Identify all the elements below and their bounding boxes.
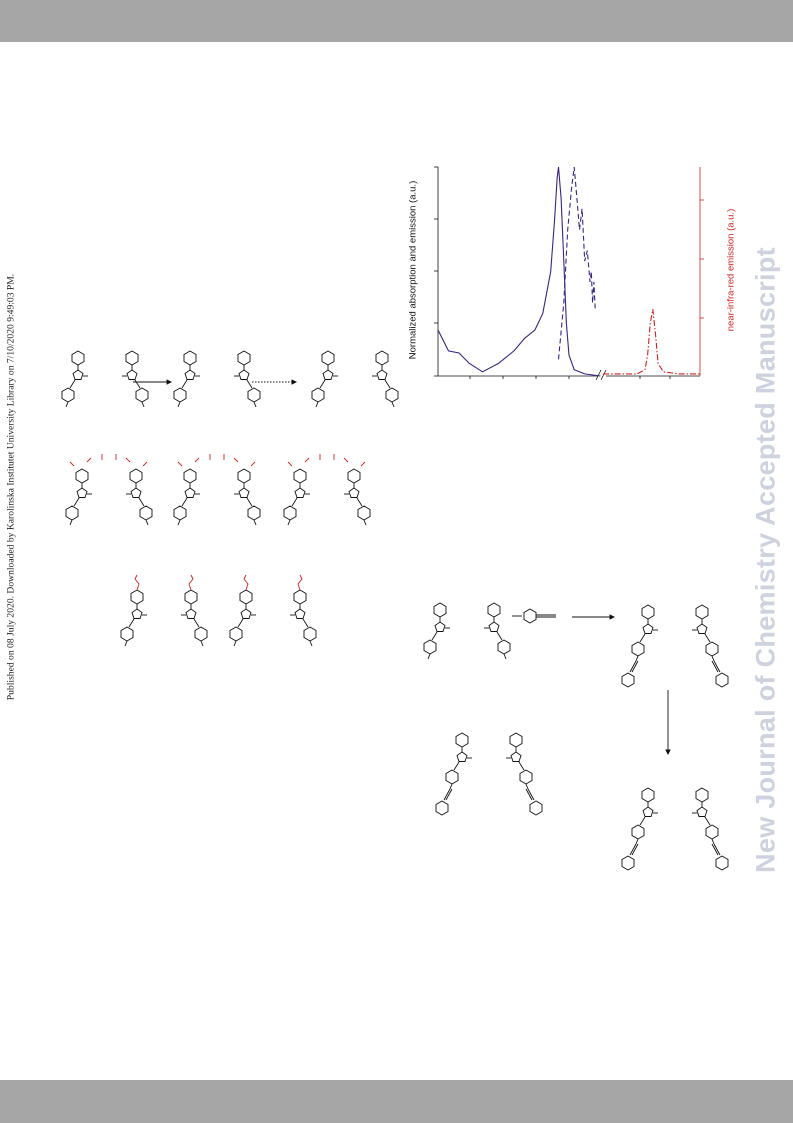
structure-start <box>424 603 510 659</box>
arrow-head <box>609 614 616 620</box>
series-line-1 <box>437 166 601 377</box>
structure-coupled <box>622 605 728 687</box>
axis-break-mark-1 <box>595 369 602 381</box>
structure-final-left <box>436 733 542 815</box>
arrow-head <box>291 379 298 385</box>
structure-red-5 <box>230 575 316 646</box>
arrow-head <box>166 379 173 385</box>
structure-red-4 <box>121 575 207 646</box>
chart-axes <box>434 166 700 381</box>
arrow-head <box>665 749 671 756</box>
structure-red-2 <box>174 454 260 525</box>
page-footer-bar <box>0 1080 793 1123</box>
axis-break-mark-2 <box>600 369 607 381</box>
structure-final-right <box>622 788 728 870</box>
series-line-2 <box>557 166 596 360</box>
alkyne-reagent <box>512 608 556 624</box>
structure-red-3 <box>284 454 370 525</box>
chart-axis-right <box>699 167 704 376</box>
structure-reactant <box>62 351 148 407</box>
structure-product <box>312 351 398 407</box>
page-header-bar <box>0 0 793 42</box>
series-line-3 <box>603 309 700 375</box>
chart-series-layer <box>437 166 700 377</box>
structure-red-1 <box>66 454 152 525</box>
structure-intermediate <box>174 351 260 407</box>
